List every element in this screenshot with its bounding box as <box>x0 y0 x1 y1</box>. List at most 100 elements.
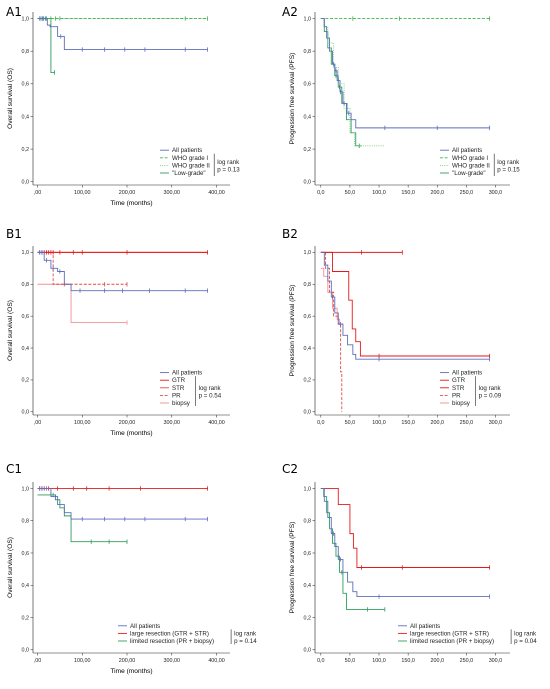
y-tick-label: 0,0 <box>304 648 312 654</box>
log-rank-label: log rank <box>234 631 257 638</box>
x-tick-label: 100,00 <box>74 658 91 664</box>
series-line <box>37 18 208 50</box>
y-axis-title: Overall survival (OS) <box>7 68 14 129</box>
panel-label: A2 <box>282 5 298 19</box>
y-axis-title: Progression free survival (PFS) <box>289 285 296 377</box>
x-tick-label: 0,0 <box>317 420 325 426</box>
y-tick-label: 0,8 <box>304 519 312 525</box>
x-tick-label: 50,0 <box>345 420 356 426</box>
y-tick-label: 0,4 <box>304 346 312 352</box>
legend-entry: WHO grade II <box>452 162 490 169</box>
y-tick-label: 0,0 <box>22 410 30 416</box>
p-value: p = 0.15 <box>497 166 520 173</box>
y-axis-title: Overall survival (OS) <box>7 537 14 598</box>
legend-entry: "Low-grade" <box>452 170 486 177</box>
panel-a1: A1 0,0 0,2 0,4 0,6 0,8 1,0 ,00 100,00 200,00 300,0… <box>6 5 240 207</box>
x-tick-label: 250,0 <box>460 420 474 426</box>
y-tick-label: 0,2 <box>304 147 312 153</box>
x-tick-label: 300,00 <box>164 420 181 426</box>
x-tick-label: 150,0 <box>401 420 415 426</box>
legend-entry: biopsy <box>172 400 191 407</box>
y-tick-label: 0,4 <box>22 583 30 589</box>
series-line <box>37 251 208 292</box>
legend-entry: limited resection (PR + biopsy) <box>410 638 494 645</box>
y-tick-label: 0,8 <box>304 282 312 288</box>
series-line <box>320 251 490 357</box>
log-rank-label: log rank <box>199 385 222 392</box>
x-axis-title: Time (months) <box>110 200 152 207</box>
x-tick-label: 300,0 <box>489 658 503 664</box>
panel-c1: C1 0,0 0,2 0,4 0,6 0,8 1,0 ,00 100,00 200,00 300,0… <box>6 462 257 675</box>
series-line <box>37 488 208 520</box>
panel-b1: B1 0,0 0,2 0,4 0,6 0,8 1,0 ,00 100,00 200,00 300,0… <box>6 227 230 437</box>
series-line <box>320 488 385 610</box>
y-tick-label: 0,4 <box>22 346 30 352</box>
y-tick-label: 0,4 <box>304 583 312 589</box>
y-tick-label: 0,0 <box>304 180 312 186</box>
x-tick-label: 0,0 <box>317 658 325 664</box>
log-rank-label: log rank <box>514 631 537 638</box>
y-tick-label: 0,6 <box>22 551 30 557</box>
x-tick-label: 200,0 <box>430 658 444 664</box>
x-tick-label: 100,00 <box>74 420 91 426</box>
legend-entry: "Low-grade" <box>172 170 206 177</box>
x-tick-label: ,00 <box>34 658 42 664</box>
legend-entry: STR <box>452 385 465 392</box>
legend-entry: PR <box>452 392 461 399</box>
y-tick-label: 0,4 <box>22 114 30 120</box>
legend-entry: PR <box>172 392 181 399</box>
x-tick-label: 50,0 <box>345 658 356 664</box>
series-line <box>320 18 385 147</box>
x-tick-label: 100,0 <box>372 190 386 196</box>
x-tick-label: 200,00 <box>119 420 136 426</box>
series-line <box>320 251 490 360</box>
y-tick-label: 1,0 <box>304 250 312 256</box>
legend-entry: All patients <box>410 623 440 630</box>
y-tick-label: 0,0 <box>304 410 312 416</box>
legend-entry: GTR <box>452 377 466 384</box>
x-tick-label: 300,0 <box>489 190 503 196</box>
x-tick-label: 50,0 <box>345 190 356 196</box>
y-tick-label: 0,2 <box>22 147 30 153</box>
p-value: p = 0.09 <box>479 393 502 400</box>
log-rank-label: log rank <box>217 159 240 166</box>
x-tick-label: 100,0 <box>372 658 386 664</box>
x-axis-title: Time (months) <box>110 430 152 437</box>
y-tick-label: 0,8 <box>22 519 30 525</box>
x-axis-title: Time (months) <box>110 668 152 675</box>
series-line <box>320 267 343 325</box>
x-tick-label: ,00 <box>34 190 42 196</box>
p-value: p = 0.54 <box>199 393 222 400</box>
y-tick-label: 0,2 <box>22 378 30 384</box>
legend-entry: WHO grade I <box>172 155 208 162</box>
y-tick-label: 1,0 <box>22 486 30 492</box>
p-value: p = 0.14 <box>234 638 257 645</box>
legend-entry: WHO grade II <box>172 162 210 169</box>
x-tick-label: 200,0 <box>430 420 444 426</box>
legend-entry: biopsy <box>452 400 471 407</box>
log-rank-label: log rank <box>479 385 502 392</box>
panel-label: B2 <box>282 227 298 241</box>
x-tick-label: 400,00 <box>208 420 225 426</box>
y-tick-label: 1,0 <box>304 16 312 22</box>
legend-entry: All patients <box>130 623 160 630</box>
x-tick-label: 200,0 <box>430 190 444 196</box>
y-tick-label: 0,8 <box>22 49 30 55</box>
y-tick-label: 0,2 <box>22 615 30 621</box>
x-tick-label: 250,0 <box>460 658 474 664</box>
legend-entry: GTR <box>172 377 186 384</box>
x-tick-label: 150,0 <box>401 658 415 664</box>
p-value: p = 0.04 <box>514 638 537 645</box>
x-tick-label: ,00 <box>34 420 42 426</box>
y-tick-label: 0,4 <box>304 114 312 120</box>
x-tick-label: 0,0 <box>317 190 325 196</box>
y-tick-label: 0,0 <box>22 648 30 654</box>
y-axis-title: Progression free survival (PFS) <box>289 522 296 614</box>
p-value: p = 0.13 <box>217 166 240 173</box>
series-line <box>320 251 343 412</box>
y-tick-label: 1,0 <box>304 486 312 492</box>
log-rank-label: log rank <box>497 159 520 166</box>
y-tick-label: 0,8 <box>304 49 312 55</box>
legend-entry: All patients <box>172 147 202 154</box>
x-tick-label: 400,00 <box>208 190 225 196</box>
